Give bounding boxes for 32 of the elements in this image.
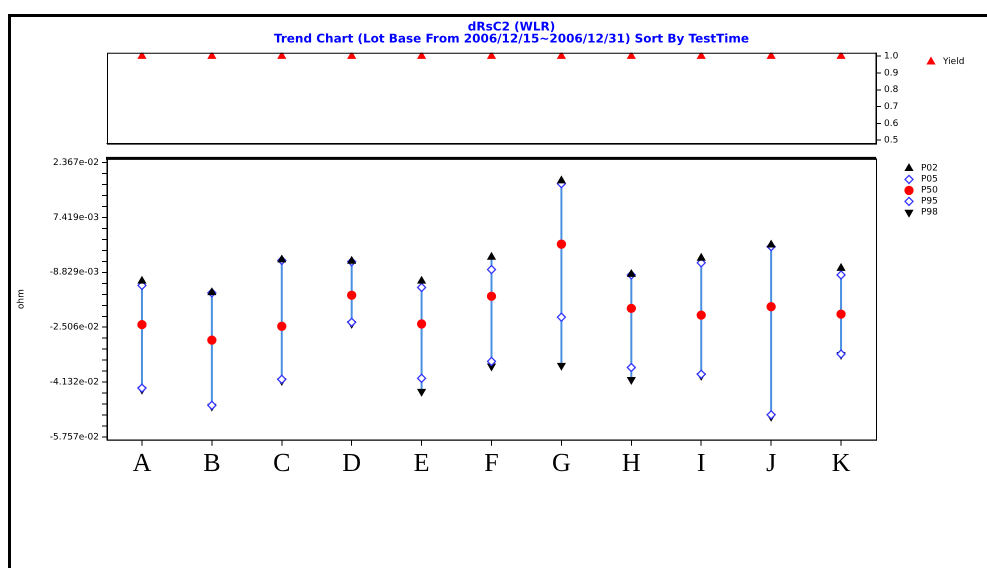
y-tick-label: -5.757e-02 xyxy=(50,432,99,442)
y-tick-label: 0.6 xyxy=(884,118,899,129)
y-tick-label: 0.9 xyxy=(884,68,899,78)
y-tick-label: 0.7 xyxy=(884,102,898,112)
x-tick-label: J xyxy=(766,448,776,478)
x-tick-label: H xyxy=(622,448,641,478)
legend-label: P50 xyxy=(921,186,938,196)
legend-label: P98 xyxy=(921,208,938,218)
y-tick-label: 7.419e-03 xyxy=(52,212,99,223)
x-tick-label: A xyxy=(132,448,152,478)
y-tick-label: 0.8 xyxy=(884,85,899,96)
legend-label: P05 xyxy=(921,174,938,185)
y-tick-label: -8.829e-03 xyxy=(50,268,99,278)
x-tick-label: G xyxy=(552,448,571,478)
legend-label: Yield xyxy=(942,57,964,68)
chart-title: dRsC2 (WLR) xyxy=(468,19,556,34)
x-tick-label: C xyxy=(273,448,290,478)
y-axis-title: ohm xyxy=(16,289,27,310)
x-tick-label: E xyxy=(414,448,430,478)
x-tick-label: K xyxy=(832,448,851,478)
legend-label: P95 xyxy=(921,196,938,207)
chart-subtitle: Trend Chart (Lot Base From 2006/12/15~2006/12/31) Sort By TestTime xyxy=(274,32,750,46)
x-tick-label: B xyxy=(203,448,221,478)
y-tick-label: 0.5 xyxy=(884,136,898,146)
y-tick-label: 2.367e-02 xyxy=(52,158,99,168)
x-tick-label: D xyxy=(342,448,362,478)
y-tick-label: 1.0 xyxy=(884,52,899,62)
y-tick-label: -4.132e-02 xyxy=(50,377,99,388)
legend-label: P02 xyxy=(921,164,938,174)
x-tick-label: I xyxy=(696,448,706,478)
x-tick-label: F xyxy=(484,448,499,478)
y-tick-label: -2.506e-02 xyxy=(50,322,99,333)
